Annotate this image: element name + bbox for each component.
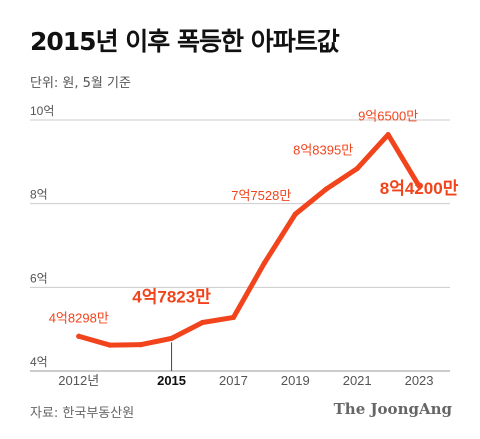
source-note: 자료: 한국부동산원 xyxy=(30,406,135,421)
value-label-2023: 8억4200만 xyxy=(380,179,459,198)
data-point-2012 xyxy=(76,333,82,339)
data-point-2016 xyxy=(199,319,206,326)
data-point-2019 xyxy=(292,211,298,217)
y-tick-label-8: 8억 xyxy=(30,188,48,202)
x-tick-label-2019: 2019 xyxy=(281,373,310,388)
price-series-line xyxy=(76,132,422,348)
data-point-2014 xyxy=(138,342,144,348)
x-tick-label-2015: 2015 xyxy=(157,373,186,388)
publisher-logo: The JoongAng xyxy=(333,400,452,418)
data-point-2015 xyxy=(168,335,175,341)
value-label-2015: 4억7823만 xyxy=(132,287,211,306)
data-point-2018 xyxy=(261,260,267,266)
unit-note: 단위: 원, 5월 기준 xyxy=(30,76,131,91)
data-point-2022 xyxy=(385,132,391,138)
data-point-2017 xyxy=(230,314,237,321)
data-point-2021 xyxy=(354,165,360,172)
value-label-2022: 9억6500만 xyxy=(358,109,418,124)
y-tick-label-6: 6억 xyxy=(30,271,48,285)
value-label-2021: 8억8395만 xyxy=(293,143,353,158)
x-tick-label-2017: 2017 xyxy=(219,373,248,388)
data-point-2020 xyxy=(323,186,329,192)
data-point-2013 xyxy=(107,342,113,348)
data-point-2023 xyxy=(416,183,422,189)
x-tick-label-2021: 2021 xyxy=(343,373,372,388)
apartment-price-line-chart: 4억 6억 8억 10억 2012년 2015 2017 2019 2021 2023 4억8298… xyxy=(30,104,459,388)
value-label-2019: 7억7528만 xyxy=(231,188,291,203)
y-tick-label-4: 4억 xyxy=(30,355,48,369)
x-tick-label-2023: 2023 xyxy=(405,373,434,388)
chart-title: 2015년 이후 폭등한 아파트값 xyxy=(30,27,340,56)
x-tick-label-2012: 2012년 xyxy=(58,373,99,388)
value-label-2012: 4억8298만 xyxy=(49,310,109,325)
y-tick-label-10: 10억 xyxy=(30,104,54,118)
